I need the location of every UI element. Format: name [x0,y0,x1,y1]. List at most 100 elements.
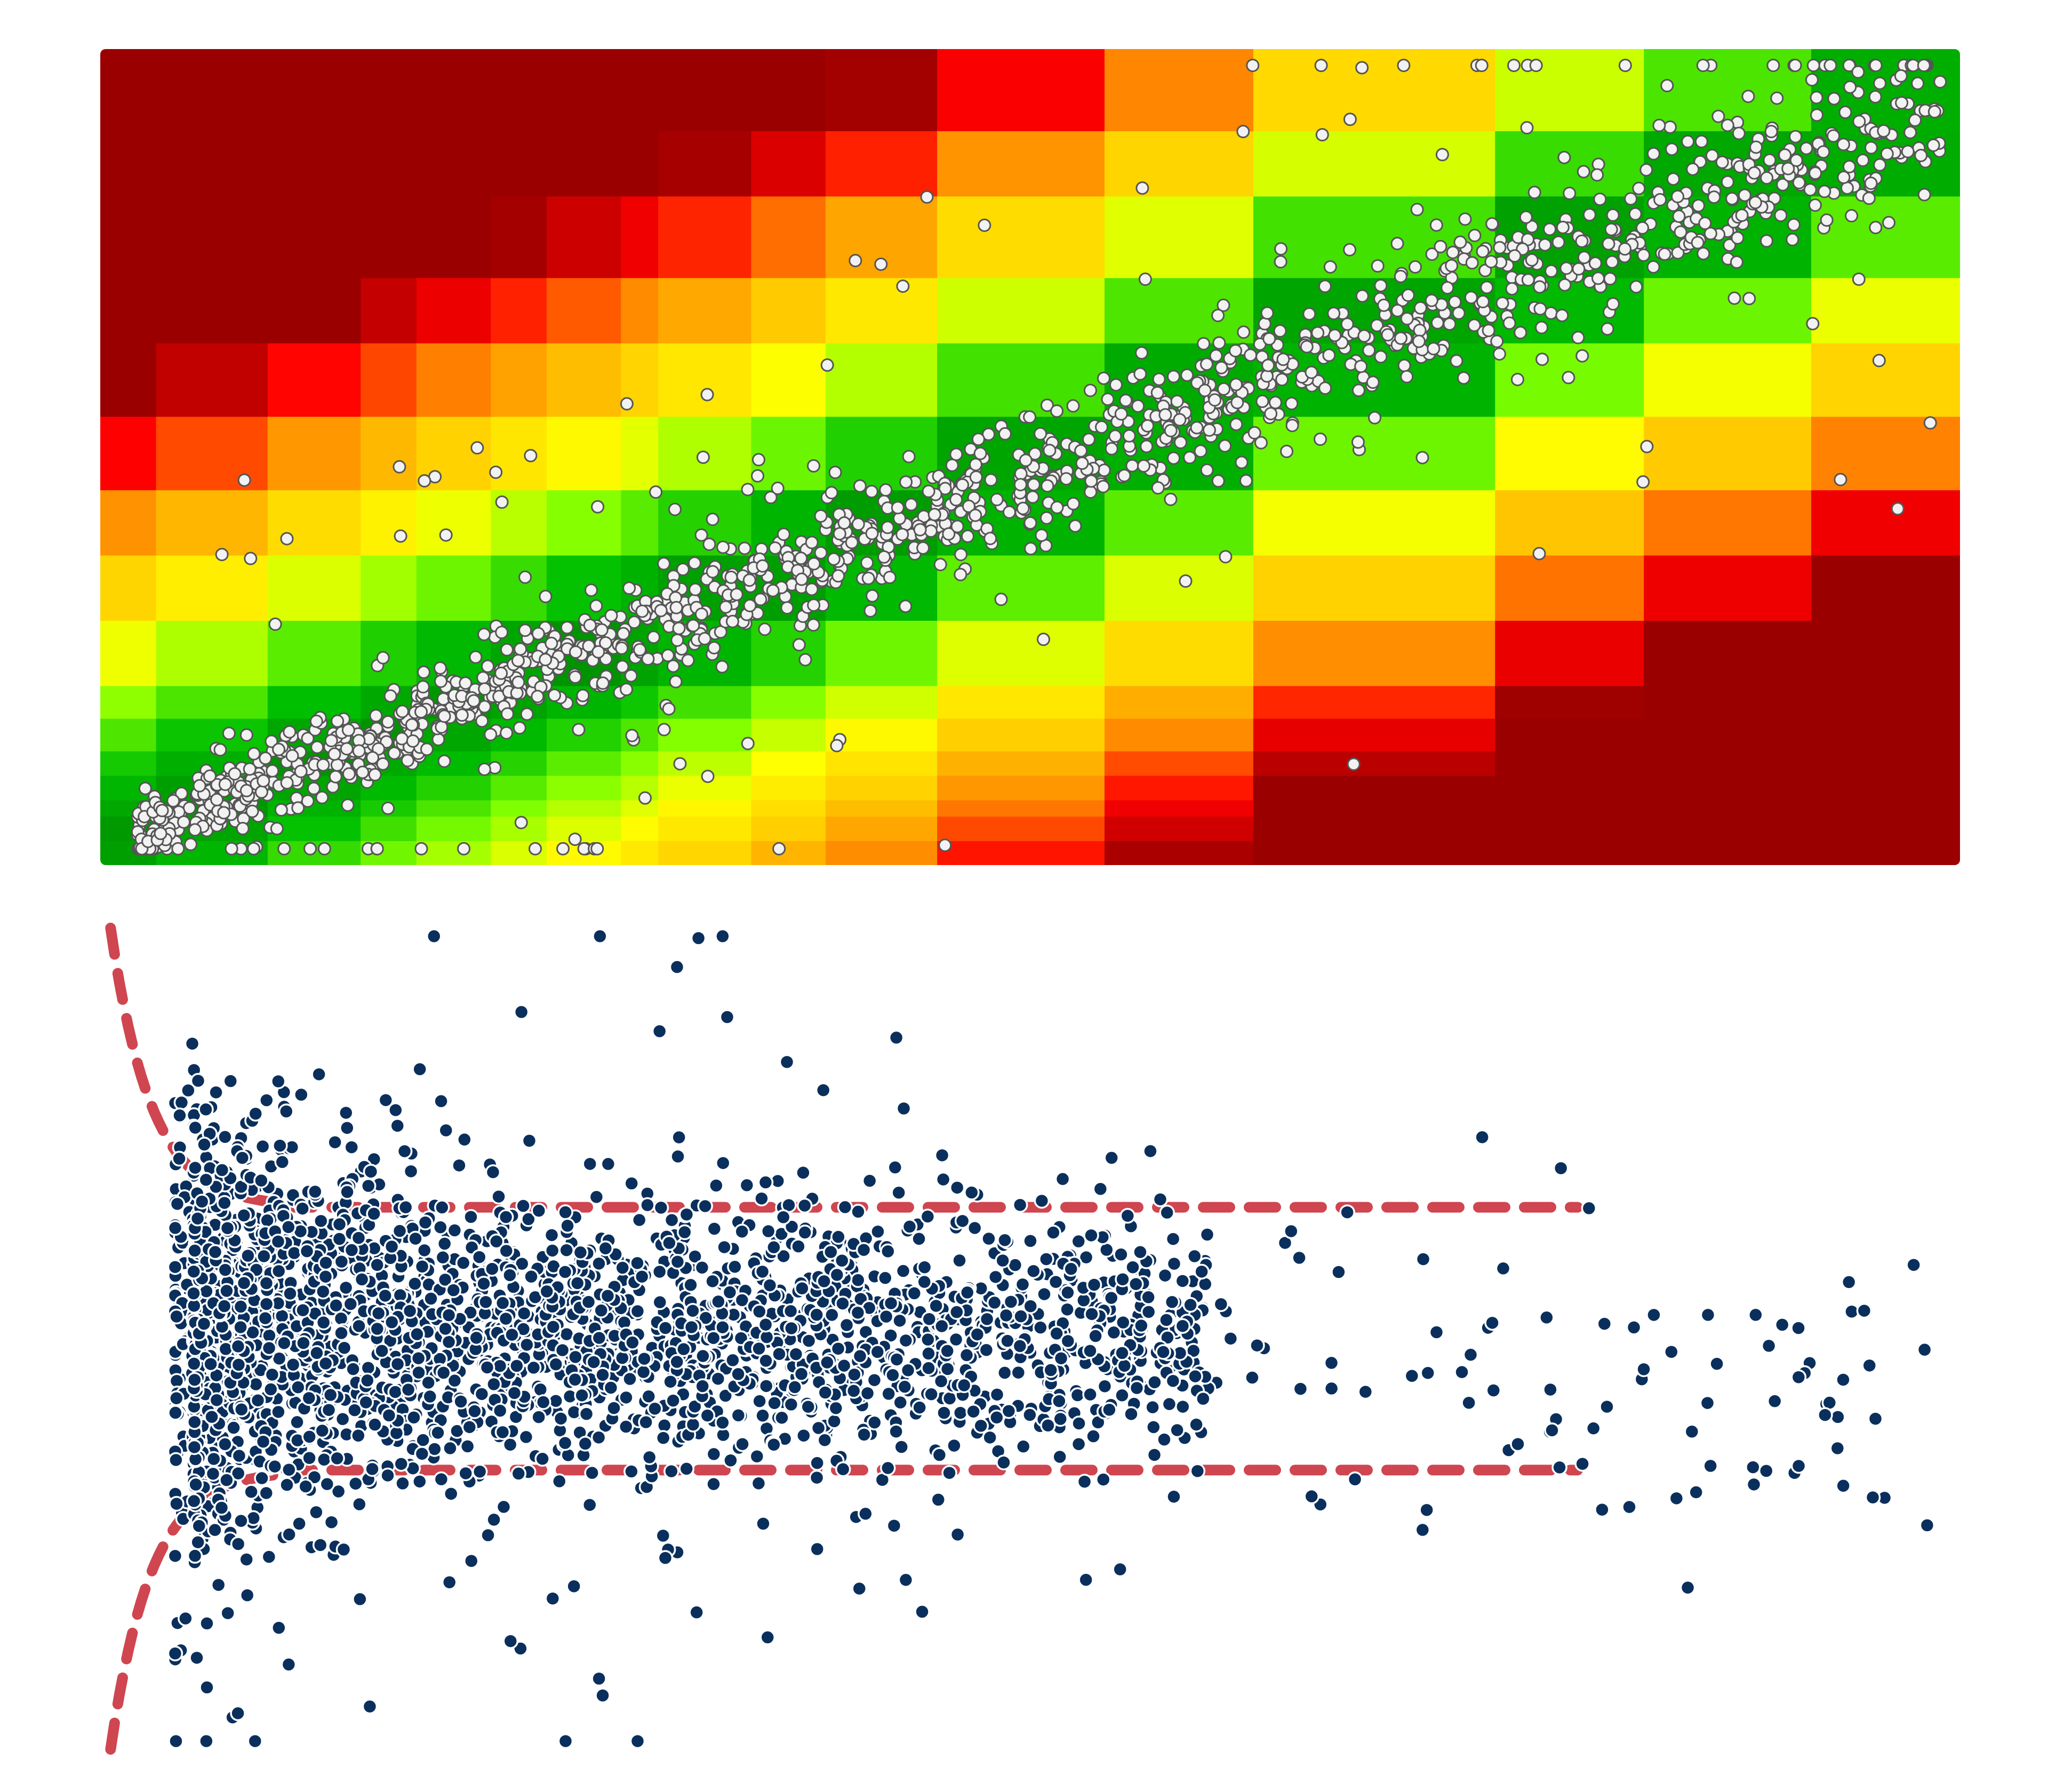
scatter-point [1674,225,1687,239]
heatmap-cell [1104,816,1254,842]
scatter-point [1174,1318,1191,1334]
scatter-point [793,1366,810,1382]
scatter-point [741,483,755,497]
scatter-point [599,1288,616,1304]
scatter-point [826,1413,842,1429]
scatter-point [502,1437,518,1453]
heatmap-cell [1495,799,1645,817]
scatter-point [989,1410,1005,1426]
scatter-point [228,767,242,781]
scatter-point [430,1425,446,1441]
scatter-point [189,1210,206,1227]
scatter-point [377,1287,393,1304]
scatter-point [1492,347,1506,361]
scatter-point [1435,148,1449,162]
scatter-point [1169,1422,1185,1438]
scatter-point [403,1163,419,1179]
scatter-point [672,621,686,635]
scatter-point [383,1314,400,1331]
scatter-point [958,1347,975,1363]
scatter-point [167,1259,183,1275]
scatter-point [775,1209,791,1225]
scatter-point [1174,1273,1191,1289]
scatter-point [1122,429,1136,443]
scatter-point [397,1199,414,1215]
scatter-point [1808,198,1822,212]
scatter-point [1443,317,1457,331]
scatter-point [1114,1345,1130,1361]
scatter-point [708,1178,724,1194]
scatter-point [486,1511,502,1528]
scatter-point [511,654,525,668]
scatter-point [921,1360,937,1376]
heatmap-cell [825,49,938,131]
scatter-point [190,1534,206,1550]
scatter-point [230,1465,246,1482]
scatter-point [790,1238,806,1254]
scatter-point [866,589,879,603]
scatter-point [1538,238,1552,252]
scatter-point [750,1475,767,1492]
scatter-point [899,475,913,489]
scatter-point [548,689,562,702]
scatter-point [933,558,947,572]
scatter-point [1818,185,1831,198]
scatter-point [1699,1395,1716,1411]
scatter-point [276,1335,292,1351]
scatter-point [820,358,834,372]
scatter-point [1454,1364,1470,1380]
scatter-point [414,1259,430,1275]
scatter-point [167,1645,183,1661]
scatter-point [851,1580,867,1597]
scatter-point [313,1213,329,1229]
scatter-point [1474,1129,1490,1145]
scatter-point [1381,328,1395,342]
heatmap-cell [267,342,362,417]
scatter-point [969,1326,986,1342]
scatter-point [383,689,397,703]
scatter-point [1585,1420,1602,1436]
scatter-point [1347,1471,1363,1487]
scatter-point [858,1506,874,1522]
scatter-point [1721,175,1734,189]
scatter-point [327,747,341,761]
scatter-point [1596,1316,1613,1332]
scatter-point [730,588,743,602]
scatter-point [230,1705,246,1722]
scatter-point [939,1343,955,1359]
scatter-point [281,1657,297,1673]
scatter-point [1618,242,1632,256]
scatter-point [247,1733,263,1749]
scatter-point [1026,490,1039,504]
scatter-point [431,732,445,746]
scatter-point [523,1268,539,1285]
scatter-point [298,1478,314,1494]
scatter-point [987,1269,1004,1285]
scatter-point [1694,134,1708,148]
scatter-point [1555,308,1569,322]
scatter-point [178,1610,194,1627]
scatter-point [1166,1489,1182,1505]
scatter-point [283,725,297,739]
scatter-point [366,751,380,765]
scatter-point [1698,217,1712,230]
scatter-point [1082,433,1096,446]
scatter-point [548,1356,564,1372]
scatter-point [1156,1431,1172,1447]
heatmap-cell [1253,685,1496,719]
scatter-point [1022,1407,1038,1423]
scatter-point [997,1232,1013,1248]
scatter-point [256,1248,272,1265]
scatter-point [222,726,236,740]
scatter-point [489,465,503,479]
scatter-point [766,1437,782,1453]
scatter-point [618,1419,634,1435]
scatter-point [1415,1251,1431,1267]
heatmap-cell [361,416,417,491]
scatter-point [874,257,888,271]
scatter-point [990,493,1004,507]
scatter-point [416,680,430,694]
scatter-point [1776,178,1790,191]
scatter-point [1461,1395,1477,1411]
scatter-point [1835,1372,1851,1388]
